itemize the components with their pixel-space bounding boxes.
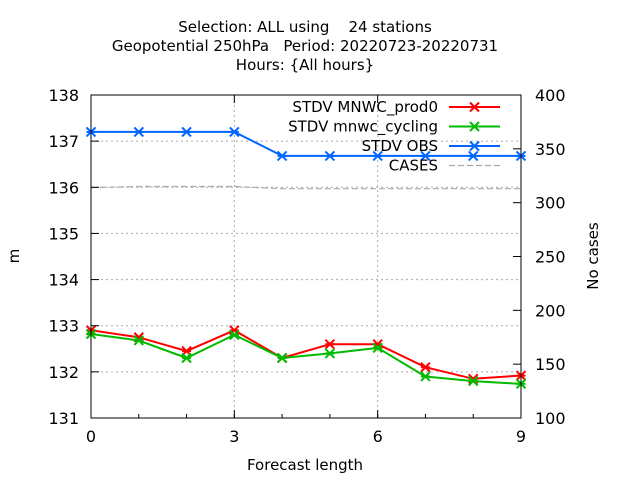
legend-item: STDV OBS [362,137,500,155]
data-point [181,126,192,138]
y2-tick-label: 300 [535,194,566,213]
x-axis-label: Forecast length [247,456,363,474]
plot-frame [90,94,522,419]
data-point [276,352,288,364]
data-point [324,348,336,359]
y-axis-label: m [5,249,23,264]
data-point [324,150,336,162]
legend-item: STDV mnwc_cycling [288,118,500,137]
data-point [468,375,479,387]
legend-item: STDV MNWC_prod0 [292,98,500,117]
x-tick-label: 0 [86,427,96,446]
x-tick-label: 9 [516,427,526,446]
x-tick-label: 3 [229,427,239,446]
legend-item: CASES [389,157,500,175]
legend-marker [469,140,480,152]
data-point [229,325,240,336]
data-point [420,371,431,382]
y2-tick-label: 200 [535,301,566,320]
y-tick-label: 134 [48,271,79,290]
data-point [372,342,383,354]
axis-ticks: 0 3 6 9 131 132 133 134 135 136 137 138 100 150 200 250… [48,86,565,446]
chart-title: Selection: ALL using 24 stations Geopote… [112,18,498,74]
y2-axis-label: No cases [584,222,602,290]
y-tick-label: 135 [48,224,79,243]
data-point [372,150,383,162]
data-point [229,126,240,138]
y-tick-label: 133 [48,317,79,336]
legend-label: CASES [389,157,438,175]
y-tick-label: 132 [48,363,79,382]
series-line [90,329,522,380]
x-tick-label: 6 [373,427,383,446]
y2-tick-label: 400 [535,86,566,105]
y2-tick-label: 150 [535,355,566,374]
legend-marker [469,121,480,132]
legend-label: STDV OBS [362,137,438,155]
title-line-3: Hours: {All hours} [236,56,374,74]
series-line [91,130,521,157]
y2-tick-label: 250 [535,248,566,267]
series-stdv-mnwc-cycling [85,328,527,390]
series-line [90,333,522,385]
title-line-2: Geopotential 250hPa Period: 20220723-202… [112,37,498,55]
data-point [133,126,144,138]
title-line-1: Selection: ALL using 24 stations [178,18,432,36]
data-point [229,329,240,341]
series-layer [85,126,527,390]
series-stdv-mnwc-prod0 [85,325,527,384]
legend-marker [469,101,480,113]
data-point [324,338,336,350]
y2-tick-label: 350 [535,140,566,159]
y-tick-label: 138 [48,86,79,105]
data-point [468,150,479,162]
y-tick-label: 136 [48,178,79,197]
data-point [276,150,288,162]
y-tick-label: 131 [48,409,79,428]
data-point [133,335,144,346]
y2-tick-label: 100 [535,409,566,428]
data-point [181,352,192,364]
legend-label: STDV MNWC_prod0 [292,98,438,117]
legend-label: STDV mnwc_cycling [288,118,438,137]
data-point [420,150,431,162]
grid-lines [91,95,521,418]
data-point [420,362,431,373]
y-tick-label: 137 [48,132,79,151]
